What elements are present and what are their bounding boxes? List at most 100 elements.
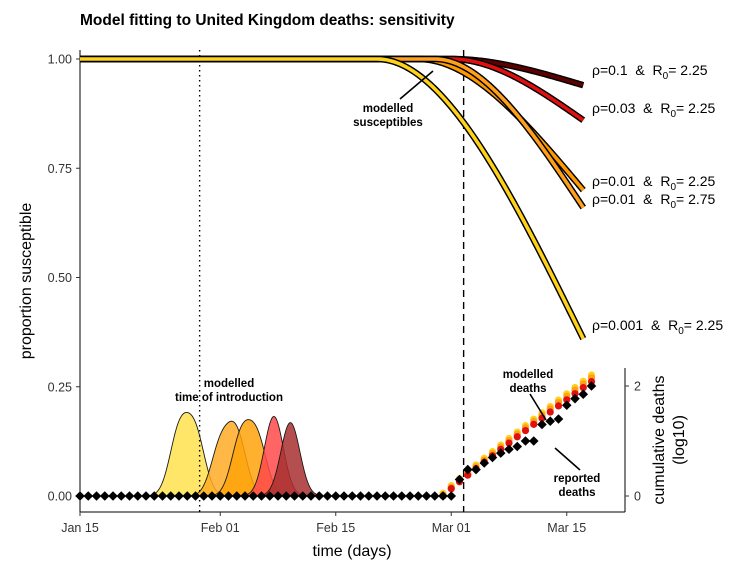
annotation-reported-deaths: reported deaths [554,447,601,499]
x-tick-label: Feb 01 [201,521,240,535]
reported-death-point [396,491,407,501]
annotation-modelled-deaths: modelled deaths [503,369,553,421]
modelled-death-point [571,390,579,398]
reported-death-point [586,381,597,391]
reported-death-point [91,491,102,501]
reported-death-point [553,414,564,424]
curve-label: ρ=0.001 & R0= 2.25 [592,317,723,337]
reported-death-point [570,393,580,404]
annotation-susceptibles-line1: modelled [363,103,413,115]
reported-death-point [347,491,358,501]
reported-death-point [248,491,259,501]
reported-death-point [479,458,490,468]
reported-death-point [108,491,118,501]
susceptible-curve [80,57,585,192]
annotation-time-of-introduction: modelled time of introduction [175,378,283,404]
x-tick-label: Jan 15 [61,521,99,535]
modelled-death-point [563,396,571,404]
modelled-death-point [464,471,472,479]
annotation-susceptibles-line2: susceptibles [353,117,423,129]
x-tick-label: Feb 15 [316,521,355,535]
x-tick-label: Mar 15 [547,521,586,535]
reported-death-point [83,491,94,501]
reported-death-point [372,491,382,501]
reported-death-point [405,491,415,501]
reported-death-point [297,491,308,501]
reported-death-point [446,491,457,501]
reported-death-point [322,491,333,501]
y2-tick-label: 0 [634,490,641,504]
reported-death-point [75,491,85,501]
modelled-death-point [530,420,538,428]
annotation-reported-deaths-line1: reported [554,473,601,485]
reported-death-point [240,491,250,501]
reported-death-point [141,491,151,501]
chart-title: Model fitting to United Kingdom deaths: … [80,12,455,29]
x-ticks: Jan 15 Feb 01 Feb 15 Mar 01 Mar 15 [61,512,586,535]
reported-death-point [306,491,316,501]
y-axis-title: proportion susceptible [18,203,35,360]
annotation-modelled-deaths-line1: modelled [503,369,553,381]
reported-death-point [215,491,226,501]
reported-death-point [495,448,506,458]
curve-label: ρ=0.03 & R0= 2.25 [592,100,716,120]
reported-death-point [281,491,292,501]
reported-death-point [413,491,424,501]
annotation-modelled-deaths-line2: deaths [509,383,546,395]
reported-death-point [421,491,432,501]
reported-death-point [207,491,217,501]
reported-death-point [182,491,193,501]
reported-death-point [471,464,481,475]
y-tick-label: 0.75 [48,162,72,176]
susceptible-curve [80,57,585,340]
reported-death-point [520,436,531,446]
reported-death-point [454,474,465,485]
curve-label: ρ=0.1 & R0= 2.25 [592,62,708,82]
reported-death-point [561,400,572,411]
modelled-death-point [521,426,530,435]
annotation-introduction-line1: modelled [204,378,254,390]
reported-death-point [504,444,514,455]
x-tick-label: Mar 01 [432,521,471,535]
reported-death-point [528,436,539,446]
reported-death-point [462,464,473,475]
reported-deaths-points [75,381,597,501]
reported-death-point [149,491,160,501]
reported-death-point [116,491,127,501]
reported-death-point [330,491,341,501]
reported-death-point [264,491,275,501]
curve-label: ρ=0.01 & R0= 2.75 [592,191,716,211]
reported-death-point [223,491,234,501]
y-tick-label: 0.50 [48,271,72,285]
reported-death-point [355,491,366,501]
reported-death-point [273,491,283,501]
x-axis-title: time (days) [312,543,391,560]
reported-death-point [132,491,143,501]
y-ticks: 0.00 0.25 0.50 0.75 1.00 [48,53,80,504]
modelled-death-point [579,384,587,392]
y-tick-label: 1.00 [48,53,72,67]
modelled-death-point [546,408,554,416]
modelled-death-point [505,439,513,447]
y2-ticks: 02 [625,380,641,504]
y-tick-label: 0.00 [48,490,72,504]
modelled-death-point [554,402,563,410]
reported-death-point [578,389,589,400]
susceptible-curve [80,57,585,209]
y2-tick-label: 2 [634,380,641,394]
reported-death-point [512,441,523,452]
reported-death-point [157,491,168,501]
reported-death-point [99,491,110,501]
reported-death-point [363,491,374,501]
reported-death-point [198,491,209,501]
reported-death-point [380,491,391,501]
susceptible-curve [80,57,585,122]
reported-death-point [388,491,399,501]
curve-label: ρ=0.01 & R0= 2.25 [592,173,716,193]
reported-death-point [256,491,267,501]
modelled-death-point [513,433,521,441]
reported-death-point [537,419,547,430]
susceptible-curve-outline [80,55,586,193]
introduction-densities [148,411,321,497]
